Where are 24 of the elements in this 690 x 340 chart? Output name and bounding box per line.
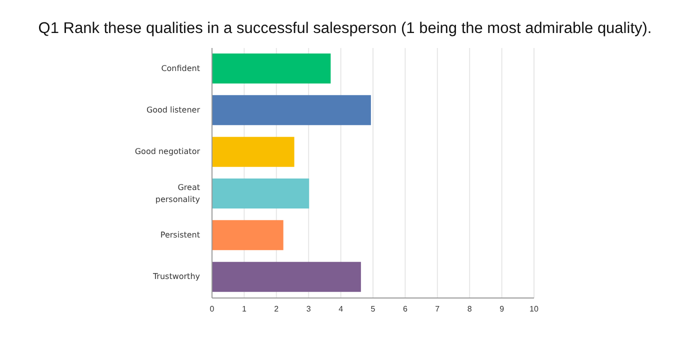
y-tick-label: Confident xyxy=(161,64,200,74)
x-tick-label: 2 xyxy=(274,304,280,314)
x-tick-label: 6 xyxy=(402,304,408,314)
bar xyxy=(212,220,284,250)
y-tick-label: Good negotiator xyxy=(134,147,201,156)
x-tick-label: 1 xyxy=(242,304,247,314)
y-tick-label: Trustworthy xyxy=(152,272,200,282)
bar xyxy=(212,95,371,126)
x-tick-label: 10 xyxy=(530,304,539,314)
x-tick-label: 7 xyxy=(435,304,440,314)
bar xyxy=(212,178,310,208)
x-tick-label: 5 xyxy=(370,304,376,314)
bar xyxy=(212,54,331,84)
x-tick-label: 3 xyxy=(306,304,312,314)
y-tick-label: Great personality xyxy=(155,183,200,204)
bar xyxy=(212,262,361,292)
bar xyxy=(212,136,294,167)
y-tick-label: Persistent xyxy=(160,230,200,240)
x-tick-label: 9 xyxy=(500,304,505,314)
chart-title: Q1 Rank these qualities in a successful salesperson (1 being the most admirable quality). xyxy=(37,19,653,38)
y-tick-label: Good listener xyxy=(146,106,201,115)
x-tick-label: 8 xyxy=(467,304,472,314)
x-tick-label: 0 xyxy=(210,304,215,314)
x-tick-label: 4 xyxy=(338,304,344,314)
